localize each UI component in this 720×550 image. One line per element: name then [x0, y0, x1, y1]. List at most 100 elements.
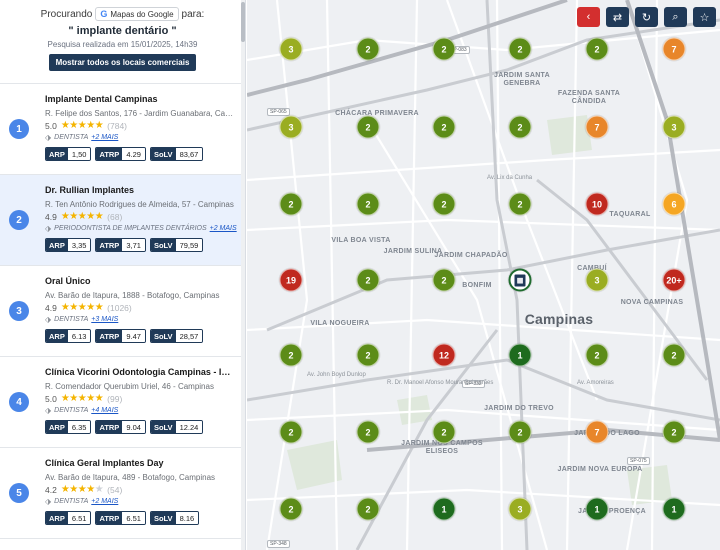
rank-pin[interactable]: 2: [432, 420, 456, 444]
back-button[interactable]: ‹: [577, 7, 600, 27]
rank-pin[interactable]: 2: [585, 343, 609, 367]
neighborhood-label: JARDIM DO TREVO: [484, 405, 554, 412]
neighborhood-label: JARDIM PROENÇA: [578, 508, 646, 515]
result-item[interactable]: 2 Dr. Rullian Implantes R. Ten Antônio R…: [0, 175, 245, 266]
more-categories-link[interactable]: +3 MAIS: [91, 316, 119, 323]
search-button[interactable]: ⌕: [664, 7, 687, 27]
rank-pin[interactable]: 7: [662, 37, 686, 61]
show-all-button[interactable]: Mostrar todos os locais comerciais: [48, 54, 197, 71]
rank-pin[interactable]: 2: [279, 343, 303, 367]
rank-pin[interactable]: 2: [279, 497, 303, 521]
result-item[interactable]: 1 Implante Dental Campinas R. Felipe dos…: [0, 84, 245, 175]
business-location-pin[interactable]: ▦: [508, 268, 532, 292]
rank-pin[interactable]: 2: [279, 420, 303, 444]
arp-metric: ARP 6.13: [45, 329, 92, 343]
rank-pin[interactable]: 3: [662, 115, 686, 139]
rank-pin[interactable]: 6: [662, 192, 686, 216]
rank-pin[interactable]: 2: [662, 343, 686, 367]
rank-pin[interactable]: 12: [432, 343, 456, 367]
rank-pin[interactable]: 3: [508, 497, 532, 521]
result-item[interactable]: 5 Clínica Geral Implantes Day Av. Barão …: [0, 448, 245, 539]
rank-pin[interactable]: 1: [432, 497, 456, 521]
rank-pin[interactable]: 2: [432, 268, 456, 292]
rank-pin[interactable]: 2: [432, 115, 456, 139]
rank-pin[interactable]: 2: [356, 420, 380, 444]
neighborhood-label: JARDIM SANTA GENEBRA: [494, 72, 550, 87]
rank-pin[interactable]: 2: [356, 343, 380, 367]
scrollbar-track[interactable]: [241, 0, 245, 550]
rank-pin[interactable]: 2: [356, 268, 380, 292]
rank-pin[interactable]: 2: [508, 37, 532, 61]
rank-pin[interactable]: 2: [432, 37, 456, 61]
rank-pin[interactable]: 2: [508, 115, 532, 139]
result-item[interactable]: 3 Oral Único Av. Barão de Itapura, 1888 …: [0, 266, 245, 357]
favorite-button[interactable]: ☆: [693, 7, 716, 27]
scrollbar-thumb[interactable]: [241, 2, 245, 42]
business-name[interactable]: Dr. Rullian Implantes: [45, 185, 135, 195]
metrics-row: ARP 3,35 ATRP 3,71 SoLV 79,59: [45, 238, 237, 252]
neighborhood-label: JARDIM SULINA: [383, 248, 443, 255]
business-name[interactable]: Clínica Geral Implantes Day: [45, 458, 164, 468]
solv-metric: SoLV 83,67: [149, 147, 204, 161]
rank-pin[interactable]: 3: [279, 37, 303, 61]
atrp-label: ATRP: [96, 330, 123, 342]
category-row: ⬗ PERIODONTISTA DE IMPLANTES DENTÁRIOS +…: [45, 224, 237, 234]
results-sidebar: Procurando G Mapas do Google para: " imp…: [0, 0, 246, 550]
rank-pin[interactable]: 2: [356, 192, 380, 216]
rank-pin[interactable]: 2: [279, 192, 303, 216]
business-name[interactable]: Clínica Vicorini Odontologia Campinas - …: [45, 367, 237, 377]
rating-row: 4.9 ★★★★★ (68): [45, 211, 237, 222]
atrp-label: ATRP: [96, 148, 123, 160]
arp-metric: ARP 1,50: [45, 147, 92, 161]
rank-pin[interactable]: 2: [508, 192, 532, 216]
rank-pin[interactable]: 19: [279, 268, 303, 292]
rank-pin[interactable]: 10: [585, 192, 609, 216]
more-categories-link[interactable]: +2 MAIS: [91, 134, 119, 141]
review-count: (1026): [107, 302, 132, 313]
more-categories-link[interactable]: +2 MAIS: [209, 225, 237, 232]
road-label: Av. John Boyd Dunlop: [307, 372, 366, 378]
atrp-metric: ATRP 9.47: [95, 329, 146, 343]
map-view[interactable]: JARDIM SANTA GENEBRA FAZENDA SANTA CÂNDID…: [247, 0, 720, 550]
tag-icon: ⬗: [45, 315, 52, 324]
rank-pin[interactable]: 20+: [662, 268, 686, 292]
rank-pin[interactable]: 1: [585, 497, 609, 521]
google-maps-badge: G Mapas do Google: [95, 7, 179, 21]
category-row: ⬗ DENTISTA +2 MAIS: [45, 497, 237, 507]
category-row: ⬗ DENTISTA +3 MAIS: [45, 315, 237, 325]
more-categories-link[interactable]: +2 MAIS: [91, 498, 119, 505]
rank-pin[interactable]: 2: [356, 115, 380, 139]
business-address: Av. Barão de Itapura, 1888 - Botafogo, C…: [45, 291, 220, 300]
rank-pin[interactable]: 2: [662, 420, 686, 444]
rank-pin[interactable]: 7: [585, 420, 609, 444]
road-label: Av. Amoreiras: [577, 380, 614, 386]
star-rating-icon: ★★★★★: [60, 211, 104, 222]
refresh-button[interactable]: ↻: [635, 7, 658, 27]
neighborhood-label: BONFIM: [462, 282, 492, 289]
solv-value: 12.24: [175, 421, 203, 433]
business-name[interactable]: Oral Único: [45, 276, 91, 286]
swap-button[interactable]: ⇄: [606, 7, 629, 27]
business-name[interactable]: Implante Dental Campinas: [45, 94, 158, 104]
solv-metric: SoLV 79,59: [149, 238, 204, 252]
result-item[interactable]: 4 Clínica Vicorini Odontologia Campinas …: [0, 357, 245, 448]
solv-label: SoLV: [150, 330, 176, 342]
neighborhood-label: VILA BOA VISTA: [331, 237, 391, 244]
rank-pin[interactable]: 2: [356, 497, 380, 521]
atrp-metric: ATRP 4.29: [95, 147, 146, 161]
more-categories-link[interactable]: +4 MAIS: [91, 407, 119, 414]
searching-label: Procurando: [40, 8, 93, 20]
rank-pin[interactable]: 2: [356, 37, 380, 61]
rank-pin[interactable]: 3: [279, 115, 303, 139]
rank-pin[interactable]: 3: [585, 268, 609, 292]
arp-value: 1,50: [67, 148, 91, 160]
rank-pin[interactable]: 1: [662, 497, 686, 521]
atrp-metric: ATRP 6.51: [95, 511, 146, 525]
rank-pin[interactable]: 2: [508, 420, 532, 444]
rank-pin[interactable]: 7: [585, 115, 609, 139]
rank-pin[interactable]: 2: [585, 37, 609, 61]
search-summary: Procurando G Mapas do Google para: " imp…: [0, 0, 245, 84]
solv-label: SoLV: [150, 421, 176, 433]
rank-pin[interactable]: 1: [508, 343, 532, 367]
rank-pin[interactable]: 2: [432, 192, 456, 216]
